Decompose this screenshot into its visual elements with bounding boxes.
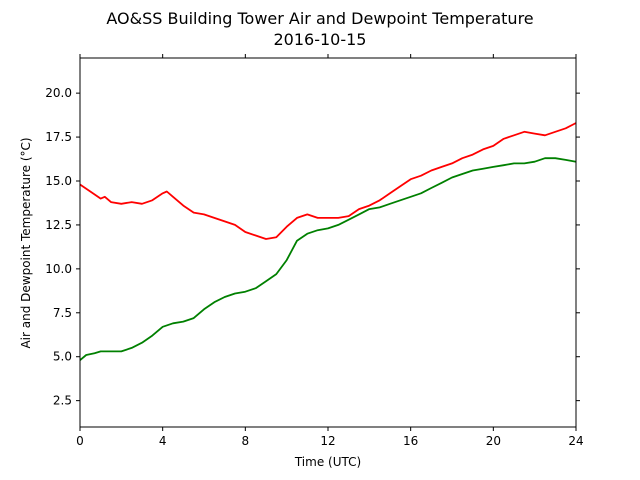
y-tick-label: 5.0 [53,350,72,364]
x-tick-label: 16 [403,434,418,448]
x-tick-label: 0 [76,434,84,448]
x-tick-label: 24 [568,434,583,448]
y-tick-label: 17.5 [45,130,72,144]
chart-title: AO&SS Building Tower Air and Dewpoint Te… [106,9,533,28]
y-axis-label: Air and Dewpoint Temperature (°C) [19,137,33,348]
y-tick-label: 10.0 [45,262,72,276]
y-tick-label: 7.5 [53,306,72,320]
x-tick-label: 20 [486,434,501,448]
y-tick-label: 15.0 [45,174,72,188]
x-axis-label: Time (UTC) [294,455,361,469]
series-layer [79,122,577,361]
tick-layer: 0 4 8 12 16 20 24 2.5 5.0 7.5 10.0 12.5 15.0 17.5 20.0 [45,54,584,448]
plot-frame [79,57,577,428]
series-line-1 [79,122,577,240]
x-tick-label: 4 [159,434,167,448]
x-tick-label: 8 [242,434,250,448]
chart-subtitle: 2016-10-15 [274,30,367,49]
y-tick-label: 12.5 [45,218,72,232]
y-tick-label: 20.0 [45,86,72,100]
x-tick-label: 12 [320,434,335,448]
y-tick-label: 2.5 [53,394,72,408]
series-line-2 [79,157,577,361]
